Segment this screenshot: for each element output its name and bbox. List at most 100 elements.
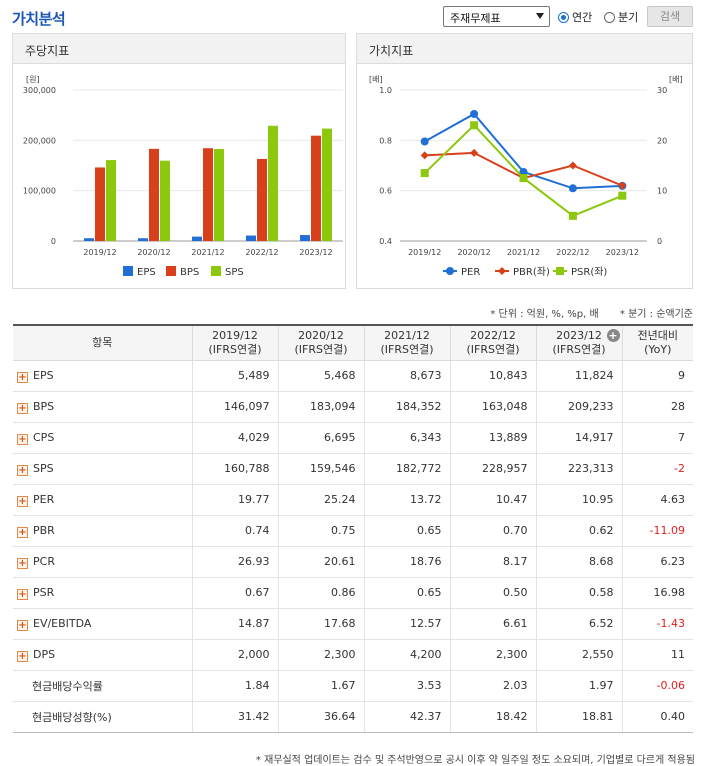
expand-plus-icon[interactable]: +	[17, 371, 28, 383]
column-header: 항목	[13, 324, 193, 361]
yoy-cell: 0.40	[622, 701, 693, 733]
valuation-table: 항목 2019/12 (IFRS연결) 2020/12 (IFRS연결) 2021/12(…	[13, 324, 693, 733]
expand-plus-icon[interactable]: +	[17, 619, 28, 631]
point-pbr	[470, 148, 479, 157]
search-button[interactable]: 검색	[647, 6, 693, 27]
page-header: 가치분석 주재무제표 연간 분기 검색	[12, 6, 697, 30]
table-row: + PSR 0.67 0.86 0.65 0.50 0.58 16.98	[13, 577, 693, 609]
row-label-cell[interactable]: + DPS	[13, 639, 193, 671]
y-axis-label-left: [배]	[369, 75, 383, 84]
table-cell: 10.95	[536, 484, 623, 516]
row-label-cell[interactable]: + PCR	[13, 546, 193, 578]
radio-annual[interactable]: 연간	[558, 9, 592, 25]
table-cell: 5,468	[278, 360, 365, 392]
table-cell: 6.61	[450, 608, 537, 640]
row-label: PCR	[33, 554, 55, 568]
expand-plus-icon[interactable]: +	[17, 588, 28, 600]
table-row: + PCR 26.93 20.61 18.76 8.17 8.68 6.23	[13, 546, 693, 578]
y-tick-label-left: 1.0	[379, 86, 392, 95]
table-row: + CPS 4,029 6,695 6,343 13,889 14,917 7	[13, 422, 693, 454]
y-tick-label-right: 30	[657, 86, 667, 95]
table-cell: 17.68	[278, 608, 365, 640]
valuation-chart: [배] [배] 0.4 0.6 0.8 1.0 0 10 20 30 2019/12 2020/12 2…	[369, 75, 683, 278]
row-label-cell[interactable]: + EV/EBITDA	[13, 608, 193, 640]
table-cell: 184,352	[364, 391, 451, 423]
row-label-cell[interactable]: + PBR	[13, 515, 193, 547]
table-cell: 183,094	[278, 391, 365, 423]
row-label-cell[interactable]: + BPS	[13, 391, 193, 423]
row-label: EPS	[33, 368, 54, 382]
yoy-cell: 6.23	[622, 546, 693, 578]
column-header-line2: (IFRS연결)	[380, 342, 434, 356]
radio-checked-icon	[558, 12, 569, 23]
table-cell: 6.52	[536, 608, 623, 640]
x-tick-label: 2021/12	[507, 248, 540, 257]
point-per	[470, 109, 479, 118]
table-cell: 19.77	[192, 484, 279, 516]
point-pbr	[420, 151, 429, 160]
table-cell: 2,300	[450, 639, 537, 671]
row-label-cell[interactable]: + PSR	[13, 577, 193, 609]
expand-plus-icon[interactable]: +	[17, 650, 28, 662]
x-tick-label: 2019/12	[408, 248, 441, 257]
bar-sps	[268, 125, 278, 241]
expand-plus-icon[interactable]: +	[17, 557, 28, 569]
column-header-line1: 전년대비	[637, 328, 678, 342]
y-tick-label-left: 0.8	[379, 136, 392, 145]
statement-select[interactable]: 주재무제표	[443, 6, 550, 27]
legend-marker	[556, 267, 564, 275]
y-tick-label-left: 0.4	[379, 237, 392, 246]
per-share-panel: 주당지표 [원] 0 100,000 200,000 300,000 2019/12 202…	[12, 33, 346, 289]
yoy-cell: 7	[622, 422, 693, 454]
column-header-line2: (IFRS연결)	[208, 342, 262, 356]
table-cell: 223,313	[536, 453, 623, 485]
table-cell: 13.72	[364, 484, 451, 516]
table-row: + PER 19.77 25.24 13.72 10.47 10.95 4.63	[13, 484, 693, 516]
y-tick-label: 100,000	[23, 187, 56, 196]
point-psr	[618, 191, 627, 200]
table-cell: 0.65	[364, 515, 451, 547]
column-header-line1: 2023/12	[556, 328, 602, 342]
table-row: + SPS 160,788 159,546 182,772 228,957 223,313-…	[13, 453, 693, 485]
row-label-cell[interactable]: + PER	[13, 484, 193, 516]
column-header: 전년대비 (YoY)	[621, 324, 693, 361]
table-cell: 6,343	[364, 422, 451, 454]
radio-quarter[interactable]: 분기	[604, 9, 638, 25]
table-cell: 0.50	[450, 577, 537, 609]
column-header: 2019/12 (IFRS연결)	[191, 324, 279, 361]
radio-unchecked-icon	[604, 12, 615, 23]
yoy-cell: 11	[622, 639, 693, 671]
point-psr	[519, 174, 528, 183]
expand-plus-icon[interactable]: +	[17, 495, 28, 507]
table-cell: 0.65	[364, 577, 451, 609]
expand-plus-icon[interactable]: +	[17, 433, 28, 445]
yoy-cell: -0.06	[622, 670, 693, 702]
legend-label: PSR(좌)	[571, 266, 607, 278]
table-cell: 31.42	[192, 701, 279, 733]
table-cell: 8.68	[536, 546, 623, 578]
table-cell: 18.76	[364, 546, 451, 578]
row-label-cell[interactable]: + CPS	[13, 422, 193, 454]
add-column-icon[interactable]: +	[606, 329, 620, 342]
expand-plus-icon[interactable]: +	[17, 526, 28, 538]
expand-plus-icon[interactable]: +	[17, 402, 28, 414]
point-psr	[470, 121, 479, 130]
table-cell: 4,029	[192, 422, 279, 454]
y-tick-label-right: 10	[657, 187, 667, 196]
row-label: DPS	[33, 647, 56, 661]
row-label: 현금배당성향(%)	[32, 710, 112, 724]
row-label-cell[interactable]: + EPS	[13, 360, 193, 392]
table-cell: 0.67	[192, 577, 279, 609]
table-row: + BPS 146,097 183,094 184,352 163,048 209,233 2…	[13, 391, 693, 423]
row-label-cell[interactable]: + SPS	[13, 453, 193, 485]
x-tick-label: 2023/12	[299, 248, 332, 257]
bar-bps	[95, 167, 105, 241]
table-cell: 209,233	[536, 391, 623, 423]
expand-plus-icon[interactable]: +	[17, 464, 28, 476]
yoy-cell: -11.09	[622, 515, 693, 547]
bar-bps	[311, 135, 321, 241]
legend-label: PER	[461, 267, 480, 278]
column-header-line1: 2021/12	[384, 328, 430, 342]
yoy-cell: 4.63	[622, 484, 693, 516]
radio-quarter-label: 분기	[618, 11, 639, 24]
